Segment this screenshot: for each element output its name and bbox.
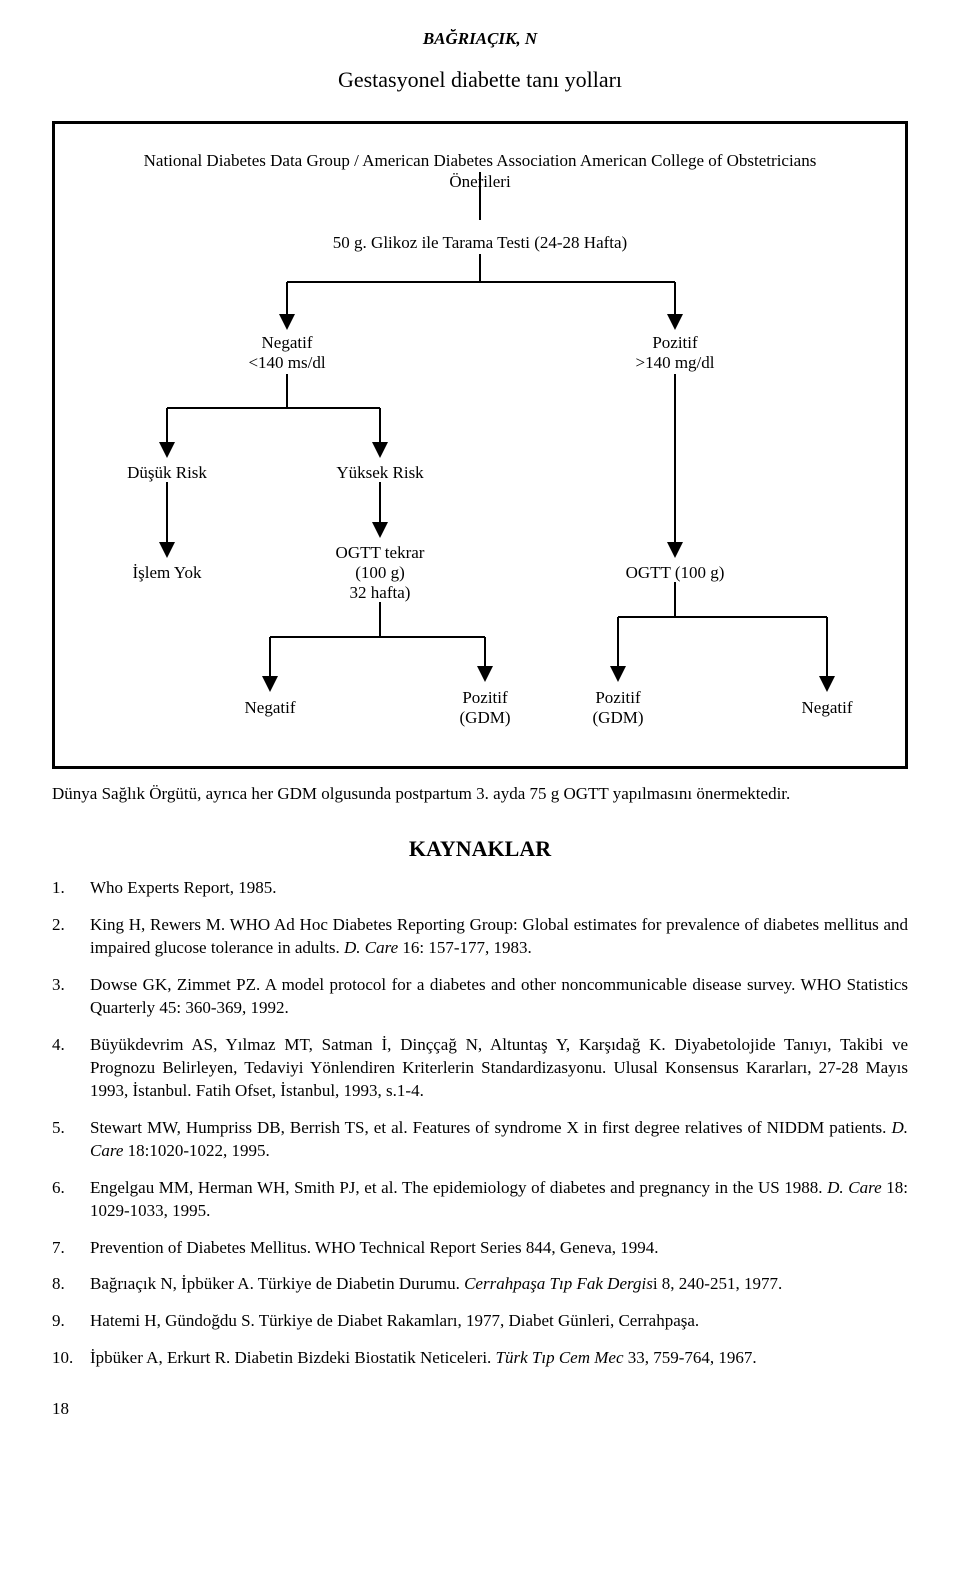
page-subtitle: Gestasyonel diabette tanı yolları [52,65,908,95]
page-number: 18 [52,1398,908,1421]
flowchart-caption: Dünya Sağlık Örgütü, ayrıca her GDM olgu… [52,783,908,806]
flow-node: İşlem Yok [133,562,202,583]
reference-number: 2. [52,914,90,960]
reference-number: 5. [52,1117,90,1163]
flow-node: OGTT (100 g) [626,562,725,583]
flow-node: OGTT tekrar [336,542,425,563]
reference-item: 5.Stewart MW, Humpriss DB, Berrish TS, e… [52,1117,908,1163]
flow-node: 50 g. Glikoz ile Tarama Testi (24-28 Haf… [333,232,627,253]
reference-number: 6. [52,1177,90,1223]
reference-text: Büyükdevrim AS, Yılmaz MT, Satman İ, Din… [90,1034,908,1103]
reference-text: İpbüker A, Erkurt R. Diabetin Bizdeki Bi… [90,1347,908,1370]
references-list: 1.Who Experts Report, 1985.2.King H, Rew… [52,877,908,1370]
references-title: KAYNAKLAR [52,834,908,864]
reference-text: Bağrıaçık N, İpbüker A. Türkiye de Diabe… [90,1273,908,1296]
flowchart-frame: National Diabetes Data Group / American … [52,121,908,769]
reference-text: King H, Rewers M. WHO Ad Hoc Diabetes Re… [90,914,908,960]
reference-text: Engelgau MM, Herman WH, Smith PJ, et al.… [90,1177,908,1223]
reference-text: Who Experts Report, 1985. [90,877,908,900]
flow-node: Negatif [262,332,313,353]
flow-node: (100 g) [355,562,405,583]
reference-number: 10. [52,1347,90,1370]
reference-item: 2.King H, Rewers M. WHO Ad Hoc Diabetes … [52,914,908,960]
reference-number: 7. [52,1237,90,1260]
reference-text: Dowse GK, Zimmet PZ. A model protocol fo… [90,974,908,1020]
flow-node: Pozitif [462,687,507,708]
flow-node: (GDM) [460,707,511,728]
reference-number: 3. [52,974,90,1020]
reference-text: Prevention of Diabetes Mellitus. WHO Tec… [90,1237,908,1260]
reference-item: 4.Büyükdevrim AS, Yılmaz MT, Satman İ, D… [52,1034,908,1103]
flow-node: >140 mg/dl [635,352,714,373]
reference-item: 8.Bağrıaçık N, İpbüker A. Türkiye de Dia… [52,1273,908,1296]
reference-item: 7.Prevention of Diabetes Mellitus. WHO T… [52,1237,908,1260]
flow-node: Negatif [245,697,296,718]
reference-item: 3.Dowse GK, Zimmet PZ. A model protocol … [52,974,908,1020]
flow-node: Negatif [802,697,853,718]
reference-number: 4. [52,1034,90,1103]
author-header: BAĞRIAÇIK, N [52,28,908,51]
reference-text: Stewart MW, Humpriss DB, Berrish TS, et … [90,1117,908,1163]
flow-node: National Diabetes Data Group / American … [130,150,830,193]
flow-node: (GDM) [593,707,644,728]
reference-text: Hatemi H, Gündoğdu S. Türkiye de Diabet … [90,1310,908,1333]
flow-node: Pozitif [652,332,697,353]
flowchart: National Diabetes Data Group / American … [65,142,895,742]
flow-node: Düşük Risk [127,462,207,483]
reference-number: 1. [52,877,90,900]
flow-node: Yüksek Risk [336,462,423,483]
reference-number: 8. [52,1273,90,1296]
reference-item: 1.Who Experts Report, 1985. [52,877,908,900]
flow-node: 32 hafta) [350,582,411,603]
reference-item: 6.Engelgau MM, Herman WH, Smith PJ, et a… [52,1177,908,1223]
flow-node: <140 ms/dl [248,352,325,373]
reference-item: 10.İpbüker A, Erkurt R. Diabetin Bizdeki… [52,1347,908,1370]
flow-node: Pozitif [595,687,640,708]
reference-number: 9. [52,1310,90,1333]
reference-item: 9.Hatemi H, Gündoğdu S. Türkiye de Diabe… [52,1310,908,1333]
